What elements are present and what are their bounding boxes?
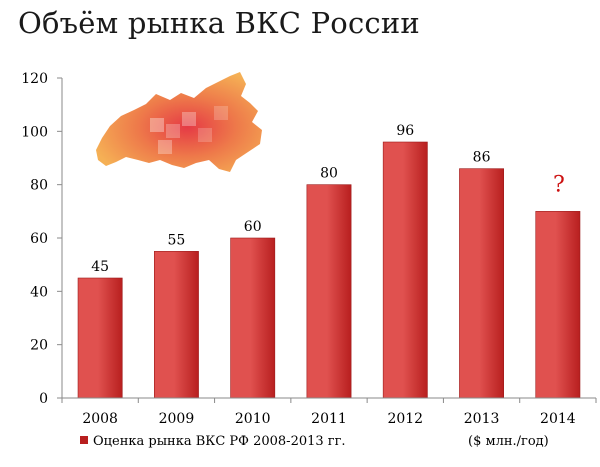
russia-map-icon [96, 72, 262, 172]
bar-2009 [154, 251, 199, 399]
y-tick-label: 0 [39, 391, 48, 407]
unit-note: ($ млн./год) [468, 434, 549, 449]
x-tick-label: 2013 [464, 411, 500, 427]
y-tick-label: 40 [30, 284, 48, 300]
legend-label: Оценка рынка ВКС РФ 2008-2013 гг. [93, 434, 346, 449]
x-tick-label: 2014 [540, 411, 576, 427]
page-title: Объём рынка ВКС России [18, 6, 420, 40]
bar-2014 [535, 211, 581, 399]
data-label-2012: 96 [396, 123, 414, 139]
bars: 45 55 60 80 96 86? [77, 123, 581, 399]
y-tick-label: 120 [21, 71, 48, 87]
bar-2012 [382, 141, 428, 399]
y-tick-label: 100 [21, 124, 48, 140]
legend: Оценка рынка ВКС РФ 2008-2013 гг. ($ млн.… [80, 434, 549, 449]
legend-swatch [80, 436, 88, 444]
x-axis: 2008 2009 2010 2011 2012 2013 2014 [61, 397, 597, 427]
x-tick-label: 2012 [387, 411, 423, 427]
data-label-2009: 55 [168, 232, 186, 248]
annotation-question-mark: ? [553, 172, 565, 197]
bar-2013 [459, 168, 504, 399]
x-tick-label: 2009 [159, 411, 195, 427]
bar-2010 [230, 237, 276, 399]
data-label-2011: 80 [320, 166, 338, 182]
y-tick-label: 60 [30, 231, 48, 247]
data-label-2013: 86 [473, 150, 491, 166]
data-label-2008: 45 [91, 259, 109, 275]
x-tick-label: 2008 [82, 411, 118, 427]
data-label-2010: 60 [244, 219, 262, 235]
y-tick-label: 20 [30, 338, 48, 354]
y-axis: 0 20 40 60 80 100 120 [21, 71, 63, 407]
x-tick-label: 2011 [311, 411, 347, 427]
x-tick-label: 2010 [235, 411, 271, 427]
y-tick-label: 80 [30, 178, 48, 194]
bar-2008 [77, 277, 123, 399]
bar-2011 [306, 184, 352, 399]
